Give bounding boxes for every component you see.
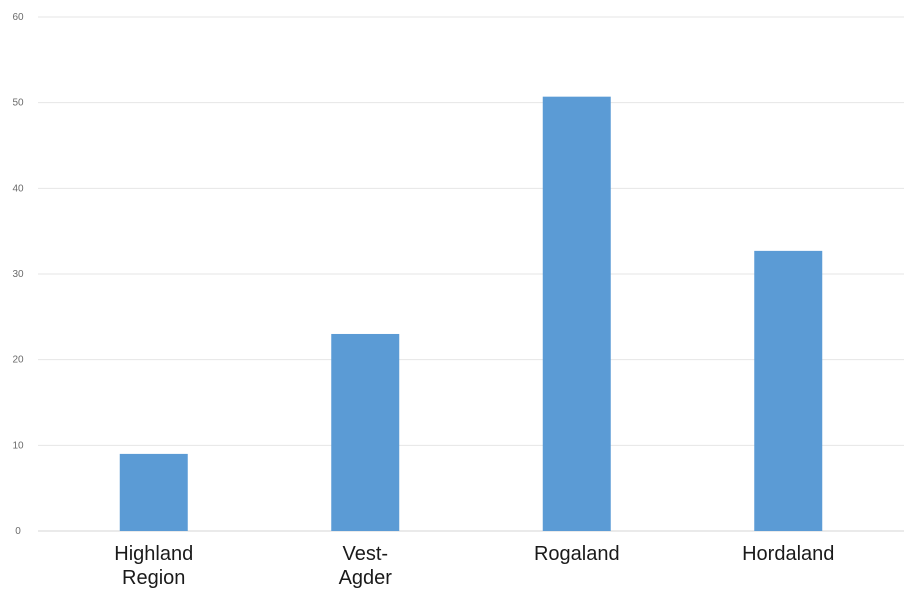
y-tick-label-0: 0	[15, 526, 21, 537]
bar-rogaland	[542, 96, 611, 532]
y-tick-label-40: 40	[12, 183, 24, 194]
category-label-line: Highland	[114, 543, 193, 565]
y-tick-label-30: 30	[12, 269, 24, 280]
y-tick-label-50: 50	[12, 98, 24, 109]
category-label-line: Region	[122, 567, 185, 589]
category-label-vest-agder: Vest-Agder	[339, 543, 393, 589]
category-label-line: Vest-	[342, 543, 388, 565]
y-axis-tick-labels: 0 10 20 30 40 50 60	[12, 12, 24, 537]
bars	[119, 96, 823, 532]
bar-hordaland	[754, 250, 823, 531]
gridlines	[38, 16, 904, 532]
y-tick-label-60: 60	[12, 12, 24, 23]
category-label-line: Hordaland	[742, 543, 834, 565]
category-label-rogaland: Rogaland	[534, 543, 620, 565]
y-tick-label-20: 20	[12, 355, 24, 366]
category-label-highland-region: Highland Region	[114, 543, 193, 589]
category-label-hordaland: Hordaland	[742, 543, 834, 565]
category-label-line: Agder	[339, 567, 393, 589]
bar-vest-agder	[331, 333, 400, 531]
x-axis-category-labels: Highland Region Vest-Agder Rogaland Hordalan…	[114, 543, 834, 589]
bar-highland-region	[119, 453, 188, 531]
y-tick-label-10: 10	[12, 440, 24, 451]
category-label-line: Rogaland	[534, 543, 620, 565]
